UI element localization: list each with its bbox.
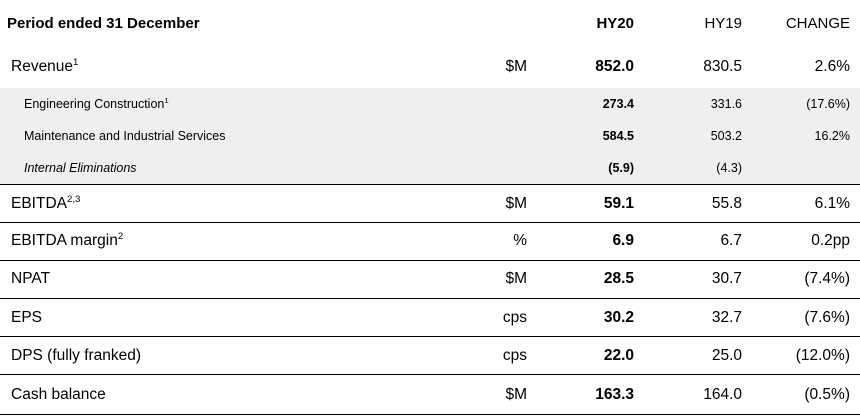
row-hy20: 273.4 — [602, 97, 634, 111]
row-label: Internal Eliminations — [24, 161, 137, 175]
row-label: DPS (fully franked) — [11, 347, 142, 364]
row-divider — [0, 222, 860, 223]
row-change: (17.6%) — [806, 97, 850, 111]
row-change: 16.2% — [814, 129, 850, 143]
row-hy20: 59.1 — [603, 195, 634, 212]
row-hy19: 6.7 — [720, 232, 742, 249]
row-unit: cps — [502, 347, 527, 364]
header-hy19: HY19 — [704, 15, 742, 32]
row-unit: cps — [502, 309, 527, 326]
row-divider — [0, 184, 860, 185]
table-header: Period ended 31 December HY20 HY19 CHANG… — [0, 0, 860, 46]
row-unit: $M — [505, 386, 527, 403]
row-label: Engineering Construction1 — [24, 95, 169, 111]
row-divider — [0, 336, 860, 337]
row-hy20: 163.3 — [595, 386, 634, 403]
row-label: NPAT — [11, 270, 51, 287]
row-hy19: (4.3) — [716, 161, 742, 175]
row-unit: $M — [505, 270, 527, 287]
row-hy19: 331.6 — [710, 97, 742, 111]
row-label: Maintenance and Industrial Services — [24, 129, 226, 143]
row-hy20: 22.0 — [603, 347, 634, 364]
row-divider — [0, 298, 860, 299]
row-hy20: 584.5 — [602, 129, 634, 143]
row-hy19: 55.8 — [711, 195, 742, 212]
row-change: 0.2pp — [811, 232, 850, 249]
header-hy20: HY20 — [596, 15, 634, 32]
row-label: EBITDA margin2 — [11, 230, 124, 249]
row-hy19: 164.0 — [703, 386, 742, 403]
row-label: Revenue1 — [11, 56, 79, 75]
header-change: CHANGE — [785, 15, 850, 32]
row-change: 6.1% — [814, 195, 850, 212]
row-label: EPS — [11, 309, 43, 326]
row-hy19: 30.7 — [711, 270, 742, 287]
row-hy20: 852.0 — [595, 58, 634, 75]
row-divider — [0, 260, 860, 261]
row-hy20: 6.9 — [612, 232, 634, 249]
row-unit: $M — [505, 195, 527, 212]
row-label: EBITDA2,3 — [11, 193, 81, 212]
row-change: (7.4%) — [804, 270, 850, 287]
row-divider — [0, 414, 860, 415]
row-hy19: 830.5 — [703, 58, 742, 75]
row-label: Cash balance — [11, 386, 106, 403]
row-change: (7.6%) — [804, 309, 850, 326]
row-hy19: 25.0 — [711, 347, 742, 364]
row-hy20: 30.2 — [603, 309, 634, 326]
row-unit: % — [513, 232, 527, 249]
row-change: (0.5%) — [804, 386, 850, 403]
row-hy19: 32.7 — [711, 309, 742, 326]
row-change: (12.0%) — [795, 347, 850, 364]
row-hy19: 503.2 — [710, 129, 742, 143]
row-hy20: 28.5 — [603, 270, 634, 287]
revenue-breakdown-shading — [0, 88, 860, 184]
row-change: 2.6% — [814, 58, 850, 75]
header-period-label: Period ended 31 December — [7, 15, 200, 32]
row-divider — [0, 374, 860, 375]
row-hy20: (5.9) — [608, 161, 634, 175]
row-unit: $M — [505, 58, 527, 75]
